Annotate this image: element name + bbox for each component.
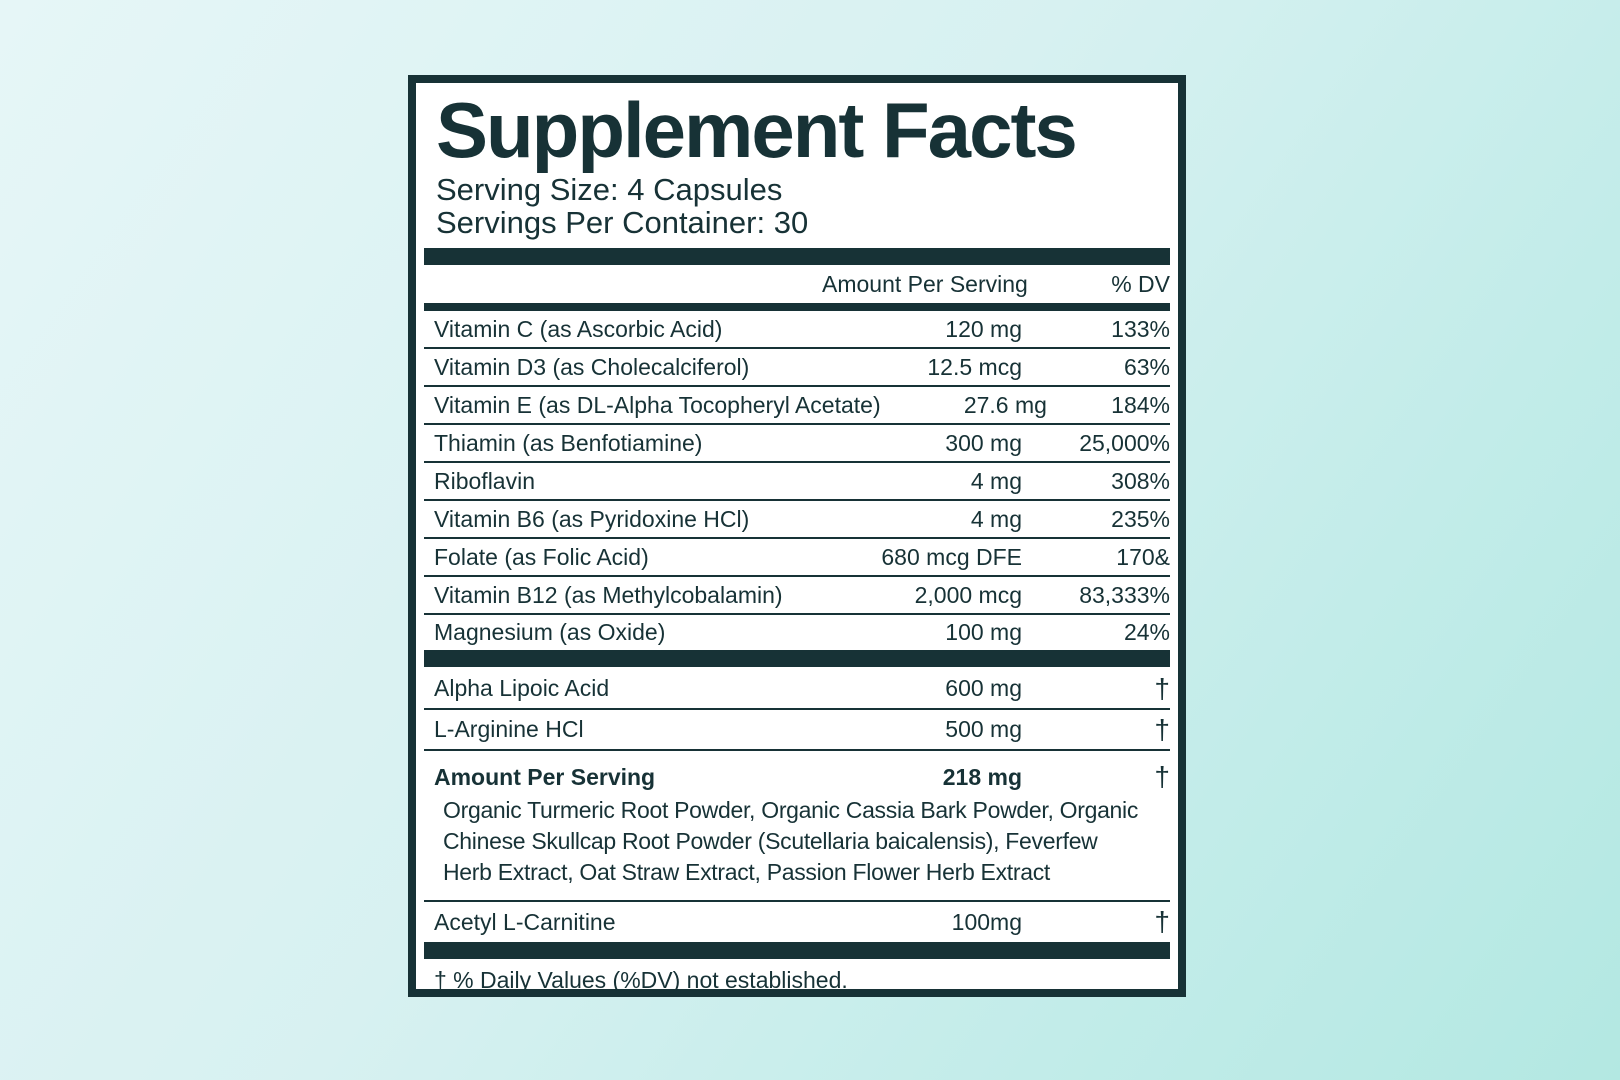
label-title: Supplement Facts [436,86,1078,174]
nutrient-dv: 308% [1111,467,1170,494]
nutrient-row: Thiamin (as Benfotiamine) 300 mg 25,000% [424,425,1170,463]
nutrient-dv: 25,000% [1079,429,1170,456]
other-ingredient-row: Alpha Lipoic Acid 600 mg † [424,669,1170,710]
ingredient-amount: 600 mg [945,675,1022,701]
nutrient-list: Vitamin C (as Ascorbic Acid) 120 mg 133%… [424,311,1170,650]
nutrient-name: Folate (as Folic Acid) [434,543,649,570]
nutrient-dv: 170& [1116,543,1170,570]
nutrient-dv: 235% [1111,505,1170,532]
proprietary-blend: Amount Per Serving 218 mg † Organic Turm… [424,751,1170,902]
nutrient-amount: 300 mg [945,429,1022,456]
nutrient-dv: 133% [1111,315,1170,342]
nutrient-name: Vitamin D3 (as Cholecalciferol) [434,353,750,380]
supplement-facts-label: Supplement Facts Serving Size: 4 Capsule… [408,75,1186,997]
nutrient-row: Riboflavin 4 mg 308% [424,463,1170,501]
divider-thick [424,942,1170,959]
dv-header: % DV [1111,270,1170,297]
serving-size: Serving Size: 4 Capsules [436,172,783,207]
nutrient-amount: 120 mg [945,315,1022,342]
nutrient-amount: 27.6 mg [963,391,1047,418]
nutrient-dv: 24% [1123,619,1170,645]
footnote: † % Daily Values (%DV) not established. [434,967,848,993]
nutrient-row: Folate (as Folic Acid) 680 mcg DFE 170& [424,539,1170,577]
nutrient-amount: 680 mcg DFE [881,543,1022,570]
nutrient-name: Vitamin C (as Ascorbic Acid) [434,315,723,342]
nutrient-amount: 4 mg [970,467,1022,494]
column-header-row: Amount Per Serving % DV [424,265,1170,303]
dagger-mark: † [1154,672,1170,704]
other-ingredient-row: Acetyl L-Carnitine 100mg † [424,902,1170,942]
nutrient-amount: 4 mg [970,505,1022,532]
divider-thick [424,650,1170,667]
nutrient-row: Vitamin E (as DL-Alpha Tocopheryl Acetat… [424,387,1170,425]
nutrient-dv: 184% [1111,391,1170,418]
ingredient-amount: 500 mg [945,716,1022,742]
nutrient-name: Vitamin B6 (as Pyridoxine HCl) [434,505,750,532]
nutrient-row: Magnesium (as Oxide) 100 mg 24% [424,615,1170,650]
ingredient-amount: 100mg [951,908,1022,935]
blend-header: Amount Per Serving 218 mg † [424,759,1170,795]
servings-per-container: Servings Per Container: 30 [436,205,809,240]
nutrient-amount: 2,000 mcg [914,581,1022,608]
nutrient-name: Magnesium (as Oxide) [434,619,666,645]
nutrient-row: Vitamin C (as Ascorbic Acid) 120 mg 133% [424,311,1170,349]
nutrient-name: Riboflavin [434,467,535,494]
dagger-mark: † [1154,906,1170,937]
blend-name: Amount Per Serving [434,763,656,790]
dagger-mark: † [1154,713,1170,745]
nutrient-row: Vitamin B12 (as Methylcobalamin) 2,000 m… [424,577,1170,615]
nutrient-name: Vitamin B12 (as Methylcobalamin) [434,581,783,608]
nutrient-row: Vitamin D3 (as Cholecalciferol) 12.5 mcg… [424,349,1170,387]
nutrient-name: Vitamin E (as DL-Alpha Tocopheryl Acetat… [434,391,881,418]
nutrient-dv: 83,333% [1079,581,1170,608]
dagger-mark: † [1154,761,1170,792]
nutrient-amount: 100 mg [945,619,1022,645]
nutrient-row: Vitamin B6 (as Pyridoxine HCl) 4 mg 235% [424,501,1170,539]
divider-thick [424,248,1170,265]
amount-header: Amount Per Serving [822,270,1028,297]
nutrient-dv: 63% [1123,353,1170,380]
other-ingredient-row: L-Arginine HCl 500 mg † [424,710,1170,751]
nutrient-name: Thiamin (as Benfotiamine) [434,429,703,456]
ingredient-name: Acetyl L-Carnitine [434,908,616,935]
blend-ingredients: Organic Turmeric Root Powder, Organic Ca… [443,797,1139,885]
ingredient-name: Alpha Lipoic Acid [434,675,610,701]
nutrient-amount: 12.5 mcg [927,353,1022,380]
divider-medium [424,303,1170,311]
blend-amount: 218 mg [942,763,1022,790]
ingredient-name: L-Arginine HCl [434,716,584,742]
